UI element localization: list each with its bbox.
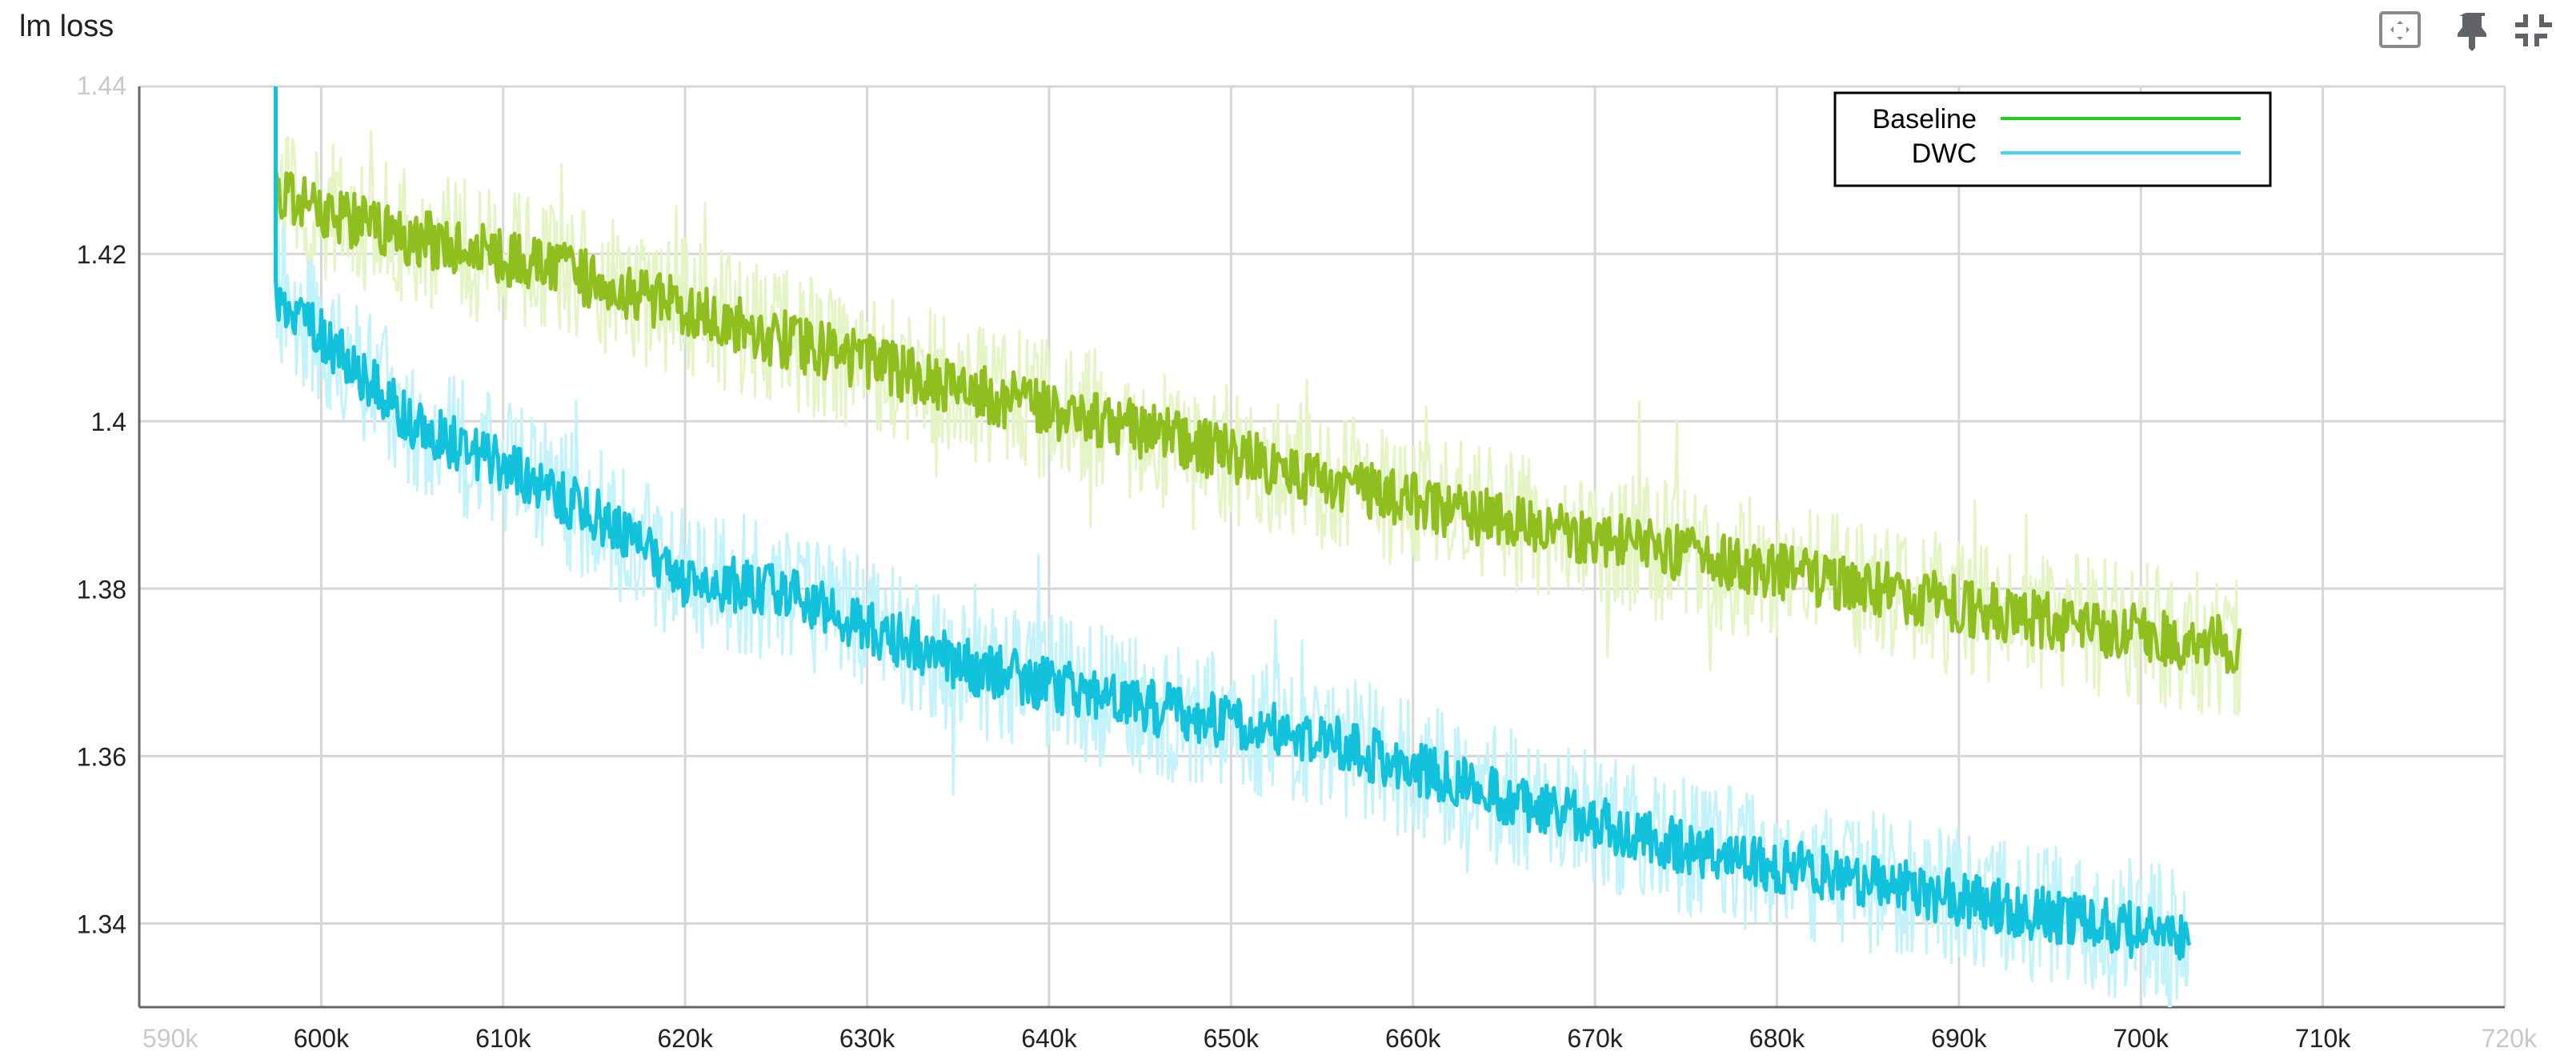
y-tick-label: 1.36 bbox=[77, 742, 126, 771]
x-tick-label: 700k bbox=[2113, 1024, 2169, 1053]
tick-labels: 590k 600k 610k 620k 630k 640k 650k 660k 670k 680k… bbox=[77, 71, 2538, 1053]
y-tick-label: 1.38 bbox=[77, 575, 126, 604]
pin-icon bbox=[2458, 13, 2486, 51]
x-tick-label: 650k bbox=[1204, 1024, 1260, 1053]
x-tick-label: 630k bbox=[839, 1024, 895, 1053]
x-tick-label: 640k bbox=[1021, 1024, 1077, 1053]
legend-box bbox=[1833, 91, 2272, 187]
collapse-icon bbox=[2515, 14, 2552, 46]
x-tick-label: 600k bbox=[294, 1024, 350, 1053]
x-tick-label: 660k bbox=[1385, 1024, 1441, 1053]
y-tick-label: 1.34 bbox=[77, 909, 126, 938]
collapse-button[interactable] bbox=[2506, 5, 2557, 56]
x-tick-label: 690k bbox=[1931, 1024, 1987, 1053]
legend-label-dwc: DWC bbox=[1912, 139, 1977, 169]
x-tick-label: 720k bbox=[2482, 1024, 2538, 1053]
series-line-baseline[interactable] bbox=[274, 168, 2242, 674]
grid-lines bbox=[139, 85, 2506, 1007]
fit-to-data-button[interactable] bbox=[2374, 5, 2426, 56]
legend: Baseline DWC bbox=[1833, 91, 2272, 187]
x-tick-label: 610k bbox=[475, 1024, 531, 1053]
x-tick-label: 680k bbox=[1749, 1024, 1805, 1053]
fit-to-data-icon bbox=[2379, 11, 2421, 48]
y-tick-label: 1.4 bbox=[91, 408, 126, 436]
series-raw-dwc bbox=[274, 224, 2192, 1007]
series-line-dwc[interactable] bbox=[274, 57, 2192, 961]
y-tick-label: 1.44 bbox=[77, 71, 126, 100]
x-tick-label: 620k bbox=[657, 1024, 713, 1053]
x-tick-label: 670k bbox=[1567, 1024, 1623, 1053]
legend-label-baseline: Baseline bbox=[1873, 104, 1977, 135]
y-tick-label: 1.42 bbox=[77, 240, 126, 269]
x-tick-label: 710k bbox=[2295, 1024, 2351, 1053]
series-raw-baseline bbox=[274, 130, 2242, 717]
x-tick-label: 590k bbox=[142, 1024, 198, 1053]
pin-button[interactable] bbox=[2450, 5, 2501, 56]
plot-area bbox=[274, 57, 2242, 1007]
chart-title: lm loss bbox=[19, 10, 114, 43]
